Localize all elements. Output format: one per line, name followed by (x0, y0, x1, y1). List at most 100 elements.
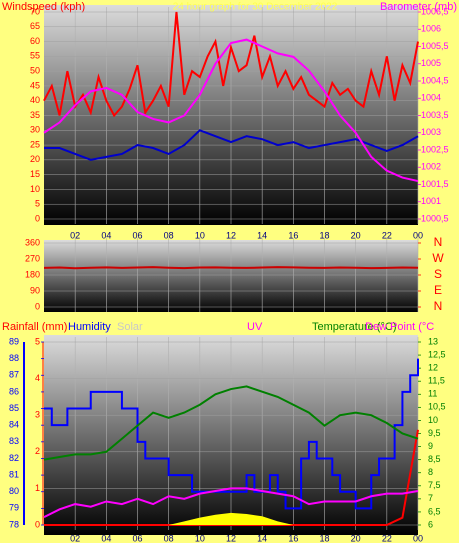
y-tick-label: 1005 (421, 58, 441, 68)
legend-label: Solar (117, 321, 143, 333)
y-tick-label: 8 (428, 467, 433, 477)
y-tick-label: 7,5 (428, 480, 441, 490)
y-tick-label: 86 (9, 386, 19, 396)
x-tick-label: 04 (101, 533, 111, 543)
y-tick-label: 1006,5 (421, 6, 449, 16)
area (168, 512, 294, 525)
y-tick-label: 1006 (421, 24, 441, 34)
y-tick-label: 83 (9, 436, 19, 446)
y-tick-label: 0 (35, 301, 40, 311)
y-tick-label: 84 (9, 420, 19, 430)
y-tick-label: 0 (35, 213, 40, 223)
uv-label: UV (247, 321, 263, 333)
y-tick-label: 12 (428, 363, 438, 373)
y-tick-label: 180 (25, 269, 40, 279)
y-tick-label: N (434, 299, 443, 313)
x-tick-label: 22 (382, 533, 392, 543)
x-tick-label: 18 (319, 230, 329, 240)
x-tick-label: 20 (351, 230, 361, 240)
line (44, 358, 419, 510)
y-tick-label: 40 (30, 95, 40, 105)
x-tick-label: 12 (226, 230, 236, 240)
y-tick-label: 10 (30, 184, 40, 194)
x-tick-label: 06 (132, 533, 142, 543)
y-tick-label: 13 (428, 336, 438, 346)
legend-label: Humidity (68, 321, 111, 333)
x-tick-label: 08 (164, 230, 174, 240)
y2-axis-label: Barometer (mb) (380, 1, 457, 13)
y-tick-label: 7 (428, 493, 433, 503)
y-tick-label: 1004 (421, 93, 441, 103)
line (43, 385, 419, 461)
y-tick-label: 1002,5 (421, 144, 449, 154)
y-tick-label: 1004,5 (421, 75, 449, 85)
line (43, 11, 419, 118)
y-tick-label: 82 (9, 453, 19, 463)
x-tick-label: 20 (351, 533, 361, 543)
y-tick-label: 1005,5 (421, 41, 449, 51)
legend-label: Temperature (°C) (312, 321, 396, 333)
legend-label: Rainfall (mm) (2, 321, 67, 333)
x-tick-label: 10 (195, 533, 205, 543)
y-tick-label: 1003 (421, 127, 441, 137)
y-tick-label: 1001 (421, 196, 441, 206)
y-tick-label: 5 (35, 199, 40, 209)
line (43, 487, 419, 519)
line (43, 38, 419, 183)
y-tick-label: W (432, 251, 444, 265)
y-tick-label: 70 (30, 6, 40, 16)
y-tick-label: S (434, 267, 442, 281)
y-tick-label: 20 (30, 154, 40, 164)
y-tick-label: 2 (35, 446, 40, 456)
y-tick-label: 87 (9, 370, 19, 380)
y-tick-label: 81 (9, 469, 19, 479)
y-tick-label: 65 (30, 21, 40, 31)
x-tick-label: 22 (382, 230, 392, 240)
x-tick-label: 16 (288, 533, 298, 543)
x-tick-label: 14 (257, 230, 267, 240)
y-tick-label: 360 (25, 237, 40, 247)
x-tick-label: 08 (164, 533, 174, 543)
chart-title: 24 hour graph for 30 December 2022 (173, 2, 338, 13)
y-tick-label: 90 (30, 285, 40, 295)
x-tick-label: 02 (70, 533, 80, 543)
y-tick-label: 55 (30, 51, 40, 61)
legend-label: Dew Point (°C (365, 321, 434, 333)
y-tick-label: 1002 (421, 162, 441, 172)
x-tick-label: 12 (226, 533, 236, 543)
y-tick-label: 80 (9, 486, 19, 496)
x-tick-label: 00 (413, 533, 423, 543)
y-tick-label: 15 (30, 169, 40, 179)
y-tick-label: 1003,5 (421, 110, 449, 120)
x-tick-label: 02 (70, 230, 80, 240)
y-tick-label: 5 (35, 336, 40, 346)
y-tick-label: 10 (428, 415, 438, 425)
x-tick-label: 04 (101, 230, 111, 240)
y-tick-label: 9,5 (428, 428, 441, 438)
y-tick-label: 60 (30, 36, 40, 46)
y-tick-label: 89 (9, 336, 19, 346)
line (44, 129, 419, 161)
y-tick-label: 45 (30, 80, 40, 90)
y-tick-label: 10,5 (428, 402, 446, 412)
y-tick-label: E (434, 283, 442, 297)
y-tick-label: 11 (428, 389, 437, 399)
y-tick-label: 35 (30, 110, 40, 120)
x-tick-label: 10 (195, 230, 205, 240)
y-tick-label: 78 (9, 519, 19, 529)
y-tick-label: 25 (30, 139, 40, 149)
y-tick-label: 1000,5 (421, 213, 449, 223)
line (43, 266, 419, 270)
y-tick-label: 3 (35, 410, 40, 420)
y-tick-label: 85 (9, 403, 19, 413)
y-tick-label: 30 (30, 125, 40, 135)
x-tick-label: 06 (132, 230, 142, 240)
x-tick-label: 14 (257, 533, 267, 543)
y-tick-label: 50 (30, 66, 40, 76)
y-tick-label: 1 (35, 483, 40, 493)
y-tick-label: 8,5 (428, 454, 441, 464)
y-tick-label: 4 (35, 373, 40, 383)
y-tick-label: 12,5 (428, 349, 446, 359)
y-tick-label: 6 (428, 519, 433, 529)
